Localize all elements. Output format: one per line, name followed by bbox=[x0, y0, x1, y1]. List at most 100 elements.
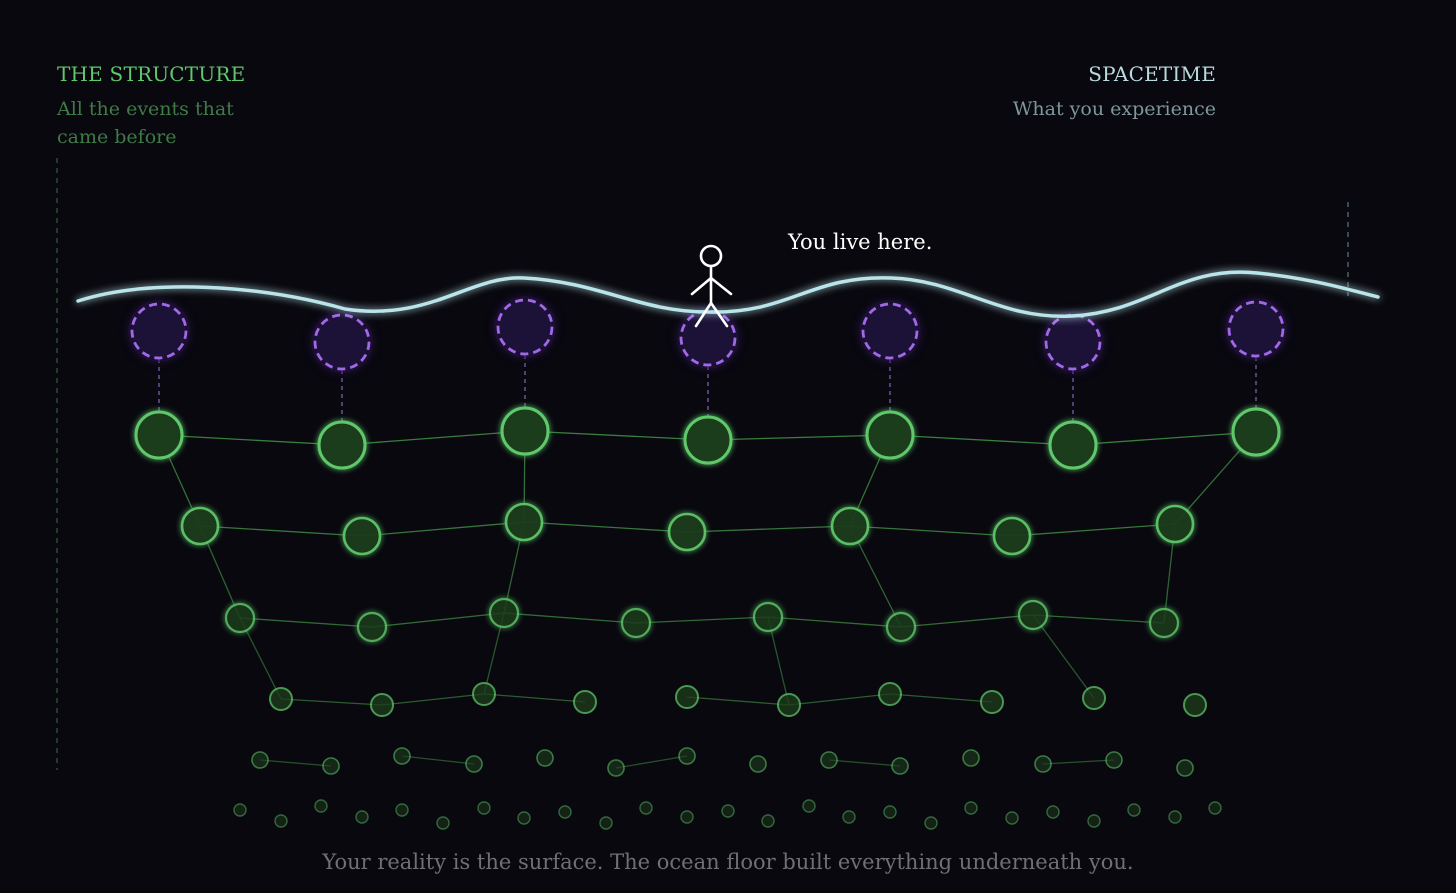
structure-node bbox=[317, 420, 367, 470]
causal-edge bbox=[1042, 759, 1115, 765]
structure-node bbox=[1155, 504, 1195, 544]
causal-edge bbox=[503, 612, 637, 624]
structure-node bbox=[667, 512, 707, 552]
structure-node bbox=[980, 690, 1004, 714]
structure-node bbox=[517, 811, 531, 825]
structure-node bbox=[1034, 755, 1052, 773]
structure-node bbox=[891, 757, 909, 775]
structure-node bbox=[1048, 420, 1098, 470]
structure-node bbox=[1183, 693, 1207, 717]
causal-edge bbox=[381, 693, 485, 706]
causal-edge bbox=[767, 616, 902, 628]
structure-node bbox=[536, 749, 554, 767]
structure-node bbox=[777, 693, 801, 717]
causal-edge bbox=[524, 430, 709, 441]
structure-node bbox=[1127, 803, 1141, 817]
structure-node bbox=[721, 804, 735, 818]
causal-edge bbox=[280, 698, 383, 706]
structure-node bbox=[599, 816, 613, 830]
structure-node bbox=[558, 805, 572, 819]
structure-title: THE STRUCTURE bbox=[57, 62, 246, 86]
causal-edge bbox=[707, 434, 891, 441]
structure-node bbox=[639, 801, 653, 815]
you-live-here-label: You live here. bbox=[788, 230, 933, 254]
structure-node bbox=[314, 799, 328, 813]
causal-edge bbox=[483, 693, 586, 703]
footer-caption: Your reality is the surface. The ocean f… bbox=[322, 850, 1134, 874]
structure-node bbox=[842, 810, 856, 824]
structure-node bbox=[465, 755, 483, 773]
surface-event bbox=[1044, 313, 1102, 371]
causal-edge bbox=[635, 616, 769, 624]
structure-node bbox=[500, 406, 550, 456]
causal-edge bbox=[788, 693, 891, 706]
surface-event bbox=[313, 313, 371, 371]
causal-edges bbox=[158, 430, 1257, 769]
structure-node bbox=[436, 816, 450, 830]
structure-node bbox=[233, 803, 247, 817]
spacetime-title: SPACETIME bbox=[1088, 62, 1216, 86]
structure-node bbox=[620, 607, 652, 639]
structure-subtitle: All the events that came before bbox=[57, 98, 234, 148]
structure-node bbox=[488, 597, 520, 629]
structure-node bbox=[180, 506, 220, 546]
causal-edge bbox=[158, 434, 343, 446]
structure-node bbox=[477, 801, 491, 815]
structure-node bbox=[607, 759, 625, 777]
structure-node bbox=[322, 757, 340, 775]
causal-edge bbox=[889, 693, 993, 703]
structure-node bbox=[1082, 686, 1106, 710]
causal-edge bbox=[1032, 614, 1095, 699]
causal-edge bbox=[849, 525, 1013, 537]
causal-edge bbox=[523, 521, 688, 533]
causal-edge bbox=[889, 434, 1074, 446]
stick-figure-icon bbox=[690, 244, 733, 328]
structure-node bbox=[1176, 759, 1194, 777]
structure-node bbox=[678, 747, 696, 765]
structure-node bbox=[680, 810, 694, 824]
causal-edge bbox=[1032, 614, 1165, 624]
causal-edge bbox=[686, 525, 851, 533]
structure-node bbox=[251, 751, 269, 769]
surface-event bbox=[496, 298, 554, 356]
structure-node bbox=[1208, 801, 1222, 815]
structure-node bbox=[675, 685, 699, 709]
surface-event bbox=[1227, 300, 1285, 358]
structure-node bbox=[395, 803, 409, 817]
structure-node bbox=[356, 611, 388, 643]
spacetime-subtitle: What you experience bbox=[1012, 98, 1216, 120]
causal-edge bbox=[1072, 431, 1257, 446]
structure-node bbox=[964, 801, 978, 815]
causal-edge bbox=[686, 696, 790, 706]
structure-node bbox=[865, 410, 915, 460]
structure-node bbox=[830, 506, 870, 546]
structure-node bbox=[885, 611, 917, 643]
structure-node bbox=[878, 682, 902, 706]
structure-node bbox=[1087, 814, 1101, 828]
structure-node bbox=[1105, 751, 1123, 769]
causal-edge bbox=[615, 755, 688, 769]
structure-node bbox=[752, 601, 784, 633]
surface-event bbox=[130, 302, 188, 360]
structure-node bbox=[355, 810, 369, 824]
causal-edge bbox=[900, 614, 1034, 628]
structure-node bbox=[992, 516, 1032, 556]
spacetime-surface-wave bbox=[76, 270, 1380, 318]
structure-node bbox=[573, 690, 597, 714]
structure-node bbox=[134, 410, 184, 460]
structure-node bbox=[1168, 810, 1182, 824]
structure-node bbox=[924, 816, 938, 830]
causal-edge bbox=[361, 521, 525, 537]
causal-edge bbox=[199, 525, 363, 537]
causal-edge bbox=[1011, 523, 1176, 537]
event-stems bbox=[158, 355, 1257, 421]
structure-node bbox=[370, 693, 394, 717]
structure-node bbox=[962, 749, 980, 767]
structure-node bbox=[883, 805, 897, 819]
structure-node bbox=[1005, 811, 1019, 825]
surface-event bbox=[679, 309, 737, 367]
causal-edge bbox=[401, 755, 475, 765]
causal-edge bbox=[371, 612, 505, 628]
surface-event bbox=[861, 302, 919, 360]
